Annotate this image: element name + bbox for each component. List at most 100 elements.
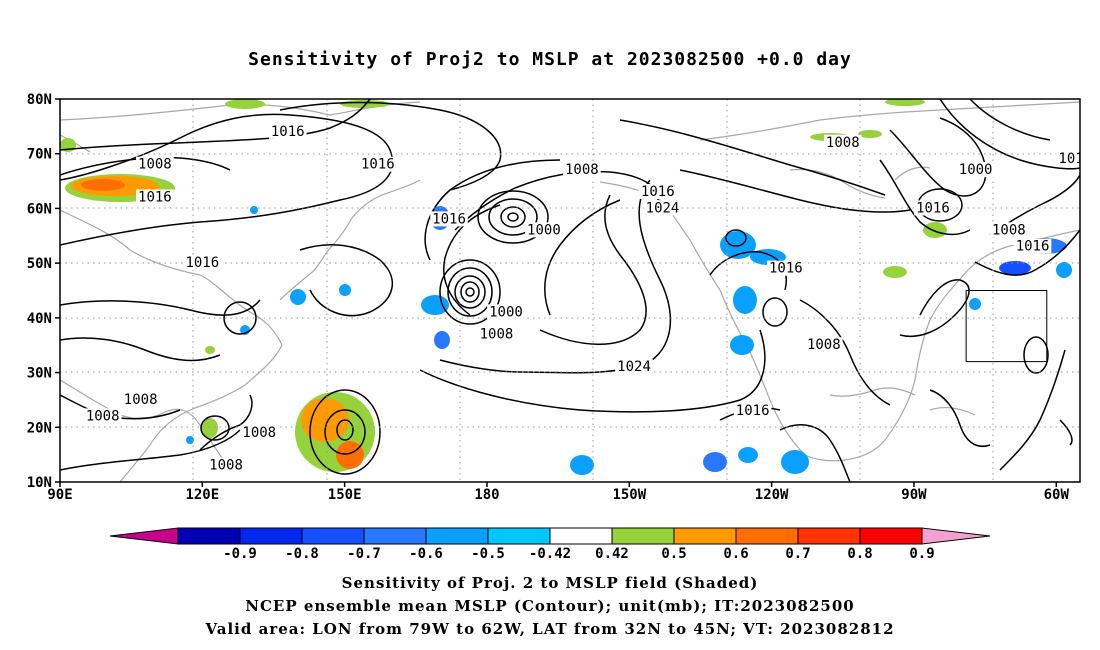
contour-label-bg	[823, 134, 862, 150]
contour-label-bg	[643, 200, 682, 216]
contour-label: 1008	[565, 162, 599, 178]
lat-tick-label: 80N	[27, 92, 52, 108]
colorbar-swatch	[425, 527, 489, 545]
colorbar-label: -0.6	[409, 546, 443, 562]
lat-tick-label: 10N	[27, 475, 52, 491]
contour-label: 1008	[992, 222, 1026, 238]
colorbar-label: 0.6	[723, 546, 748, 562]
colorbar-label: -0.5	[471, 546, 505, 562]
colorbar-high-cap	[921, 527, 991, 545]
colorbar-label: -0.42	[529, 546, 571, 562]
colorbar-swatch	[673, 527, 737, 545]
contour-label: 1016	[271, 124, 305, 140]
contour-label-bg	[83, 408, 122, 424]
contour-label: 1016	[736, 403, 770, 419]
contour-label-bg	[268, 123, 307, 139]
colorbar-swatch	[611, 527, 675, 545]
contour-label: 1016	[641, 184, 675, 200]
contour-label: 1016	[138, 189, 172, 205]
contour-label-bg	[733, 402, 772, 418]
contour-label-bg	[767, 260, 805, 276]
contour-label: 1016	[916, 200, 950, 216]
contour-label: 1008	[138, 157, 172, 173]
colorbar-label: -0.8	[285, 546, 319, 562]
colorbar-label: -0.7	[347, 546, 381, 562]
contour-label-bg	[240, 424, 279, 440]
contour-label-bg	[136, 156, 174, 172]
contour-label: 1016	[432, 211, 466, 227]
contour-label: 1024	[617, 359, 651, 375]
colorbar-label: 0.5	[661, 546, 686, 562]
contour-label: 1008	[124, 392, 158, 408]
contour-label: 1016	[185, 255, 219, 271]
colorbar-label: 0.9	[909, 546, 934, 562]
contour-label-bg	[359, 156, 397, 172]
contour-label: 1016	[769, 261, 803, 277]
contour-label: 1008	[480, 326, 514, 342]
lon-tick-label: 120E	[185, 487, 219, 503]
lat-tick-label: 40N	[27, 311, 52, 327]
contour-label-bg	[136, 189, 174, 205]
contour-label: 1008	[826, 135, 860, 151]
contour-label: 1000	[527, 222, 561, 238]
lat-tick-label: 50N	[27, 256, 52, 272]
contour-label-bg	[638, 184, 677, 200]
colorbar-swatch	[549, 527, 613, 545]
colorbar-label: 0.42	[595, 546, 629, 562]
caption-line-1: Sensitivity of Proj. 2 to MSLP field (Sh…	[341, 574, 759, 592]
graticule	[60, 99, 1080, 482]
caption-line-3: Valid area: LON from 79W to 62W, LAT fro…	[205, 620, 895, 638]
colorbar-label: 0.8	[847, 546, 872, 562]
contour-label: 1008	[209, 458, 243, 474]
contour-label-bg	[563, 162, 601, 178]
lat-tick-label: 30N	[27, 366, 52, 382]
colorbar-swatch	[301, 527, 365, 545]
contour-label-bg	[477, 326, 516, 342]
lon-tick-label: 120W	[755, 487, 789, 503]
contour-label-bg	[525, 222, 563, 238]
contour-label-bg	[430, 211, 468, 227]
contour-label: 1000	[959, 162, 993, 178]
contour-label-bg	[1013, 238, 1052, 254]
contour-label: 1008	[807, 337, 841, 353]
contour-label: 1016	[361, 157, 395, 173]
mslp-contours	[60, 99, 1080, 482]
contour-label-bg	[914, 200, 952, 216]
map-frame	[59, 98, 1081, 483]
contour-label: 1024	[646, 200, 680, 216]
colorbar-swatch	[735, 527, 799, 545]
colorbar-swatch	[363, 527, 427, 545]
contour-label-bg	[615, 359, 653, 375]
lon-tick-label: 90E	[47, 487, 72, 503]
colorbar-swatch	[487, 527, 551, 545]
lon-tick-label: 60W	[1044, 487, 1070, 503]
lon-tick-label: 150E	[328, 487, 362, 503]
lon-tick-label: 150W	[612, 487, 646, 503]
contour-label-bg	[183, 255, 222, 271]
valid-area-box	[965, 290, 1048, 363]
colorbar-label: -0.9	[223, 546, 257, 562]
contour-label-bg	[990, 222, 1028, 238]
contour-label-bg	[121, 391, 160, 407]
colorbar-swatch	[177, 527, 241, 545]
colorbar-low-cap	[109, 527, 179, 545]
colorbar-label: 0.7	[785, 546, 810, 562]
lat-tick-label: 60N	[27, 201, 52, 217]
contour-label: 1016	[1016, 239, 1050, 255]
lon-tick-label: 180	[474, 487, 499, 503]
lat-tick-label: 20N	[27, 420, 52, 436]
contour-label-bg	[207, 457, 245, 473]
contour-label-bg	[487, 304, 525, 320]
contour-label-bg	[805, 337, 843, 353]
colorbar-swatch	[797, 527, 861, 545]
contour-label: 1000	[489, 304, 523, 320]
contour-label-bg	[956, 162, 995, 178]
caption-line-2: NCEP ensemble mean MSLP (Contour); unit(…	[245, 597, 855, 615]
lon-tick-label: 90W	[901, 487, 927, 503]
lat-tick-label: 70N	[27, 147, 52, 163]
contour-label-bg	[1056, 151, 1080, 167]
